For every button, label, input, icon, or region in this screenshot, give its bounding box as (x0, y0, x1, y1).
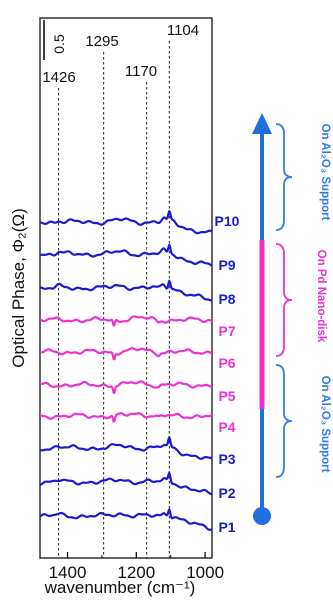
annotation-lower-support: On Al₂O₃ Support (319, 376, 331, 473)
series-label-p6: P6 (218, 355, 235, 371)
plot-area: 1400 1200 1000 P1 P2 P3 P4 P5 P6 P7 P8 P9 P10 (39, 17, 293, 582)
spectrum-p1 (40, 508, 212, 531)
annotation-pd-disk: On Pd Nano-disk (315, 250, 327, 343)
series-label-p1: P1 (218, 519, 235, 535)
spectrum-p7 (40, 315, 212, 327)
brace-upper-support (275, 123, 293, 231)
spectrum-p8 (40, 279, 212, 302)
peak-label-1426: 1426 (42, 69, 75, 86)
x-axis-label: wavenumber (cm⁻¹) (44, 578, 196, 597)
spectrum-p3 (40, 436, 212, 460)
spectrum-p4 (40, 412, 212, 423)
y-axis-label: Optical Phase, Φ₂(Ω) (9, 208, 28, 367)
spectrum-p9 (40, 243, 212, 268)
series-label-p4: P4 (218, 419, 235, 435)
spectrum-p6 (40, 347, 212, 361)
series-label-p8: P8 (218, 291, 235, 307)
series-label-p9: P9 (218, 257, 235, 273)
series-label-p10: P10 (215, 213, 240, 229)
series-label-p3: P3 (218, 451, 235, 467)
spectra-group (40, 210, 212, 531)
spectrum-p5 (40, 380, 212, 394)
arrow-start-dot (253, 507, 271, 525)
brace-pd-disk (275, 243, 293, 357)
peak-label-1104: 1104 (167, 22, 199, 39)
series-label-p7: P7 (218, 323, 235, 339)
text-layer: wavenumber (cm⁻¹) Optical Phase, Φ₂(Ω) 0… (9, 22, 331, 597)
peak-label-1170: 1170 (125, 63, 157, 80)
peak-label-1295: 1295 (85, 33, 118, 50)
arrow-head (252, 113, 272, 134)
spectrum-p2 (40, 471, 212, 496)
annotation-upper-support: On Al₂O₃ Support (319, 124, 331, 221)
x-tick-label-1400: 1400 (49, 563, 87, 582)
brace-lower-support (275, 364, 293, 478)
x-tick-label-1000: 1000 (186, 563, 224, 582)
series-label-p5: P5 (218, 388, 235, 404)
scale-bar-label: 0.5 (51, 34, 67, 54)
spectrum-p10 (40, 210, 212, 235)
series-label-p2: P2 (218, 485, 235, 501)
x-tick-label-1200: 1200 (117, 563, 155, 582)
